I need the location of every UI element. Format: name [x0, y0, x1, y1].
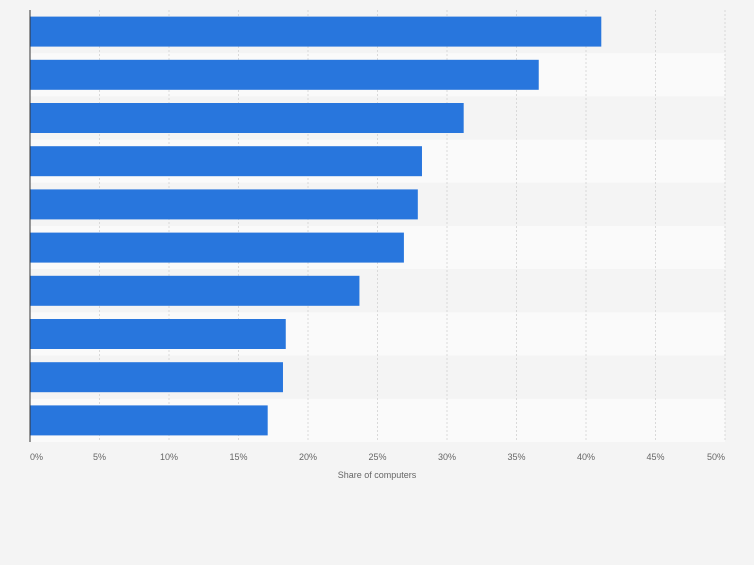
x-tick-label: 30%: [438, 452, 456, 462]
bar[interactable]: [30, 232, 404, 263]
bar[interactable]: [30, 16, 602, 47]
bars: [30, 16, 602, 436]
x-tick-label: 20%: [299, 452, 317, 462]
x-tick-label: 40%: [577, 452, 595, 462]
x-tick-label: 50%: [707, 452, 725, 462]
x-tick-label: 35%: [507, 452, 525, 462]
x-tick-label: 10%: [160, 452, 178, 462]
bar[interactable]: [30, 319, 286, 349]
x-tick-label: 45%: [646, 452, 664, 462]
x-axis-label: Share of computers: [338, 470, 417, 480]
bar[interactable]: [30, 405, 268, 436]
bar[interactable]: [30, 103, 464, 133]
x-tick-label: 5%: [93, 452, 106, 462]
bar[interactable]: [30, 362, 283, 393]
x-tick-label: 0%: [30, 452, 43, 462]
x-tick-labels: 0% 5% 10% 15% 20% 25% 30% 35% 40% 45% 50%: [30, 452, 725, 462]
bar[interactable]: [30, 189, 418, 220]
bar[interactable]: [30, 275, 360, 306]
x-tick-label: 15%: [229, 452, 247, 462]
x-tick-label: 25%: [368, 452, 386, 462]
bar[interactable]: [30, 146, 422, 177]
bar[interactable]: [30, 59, 539, 90]
